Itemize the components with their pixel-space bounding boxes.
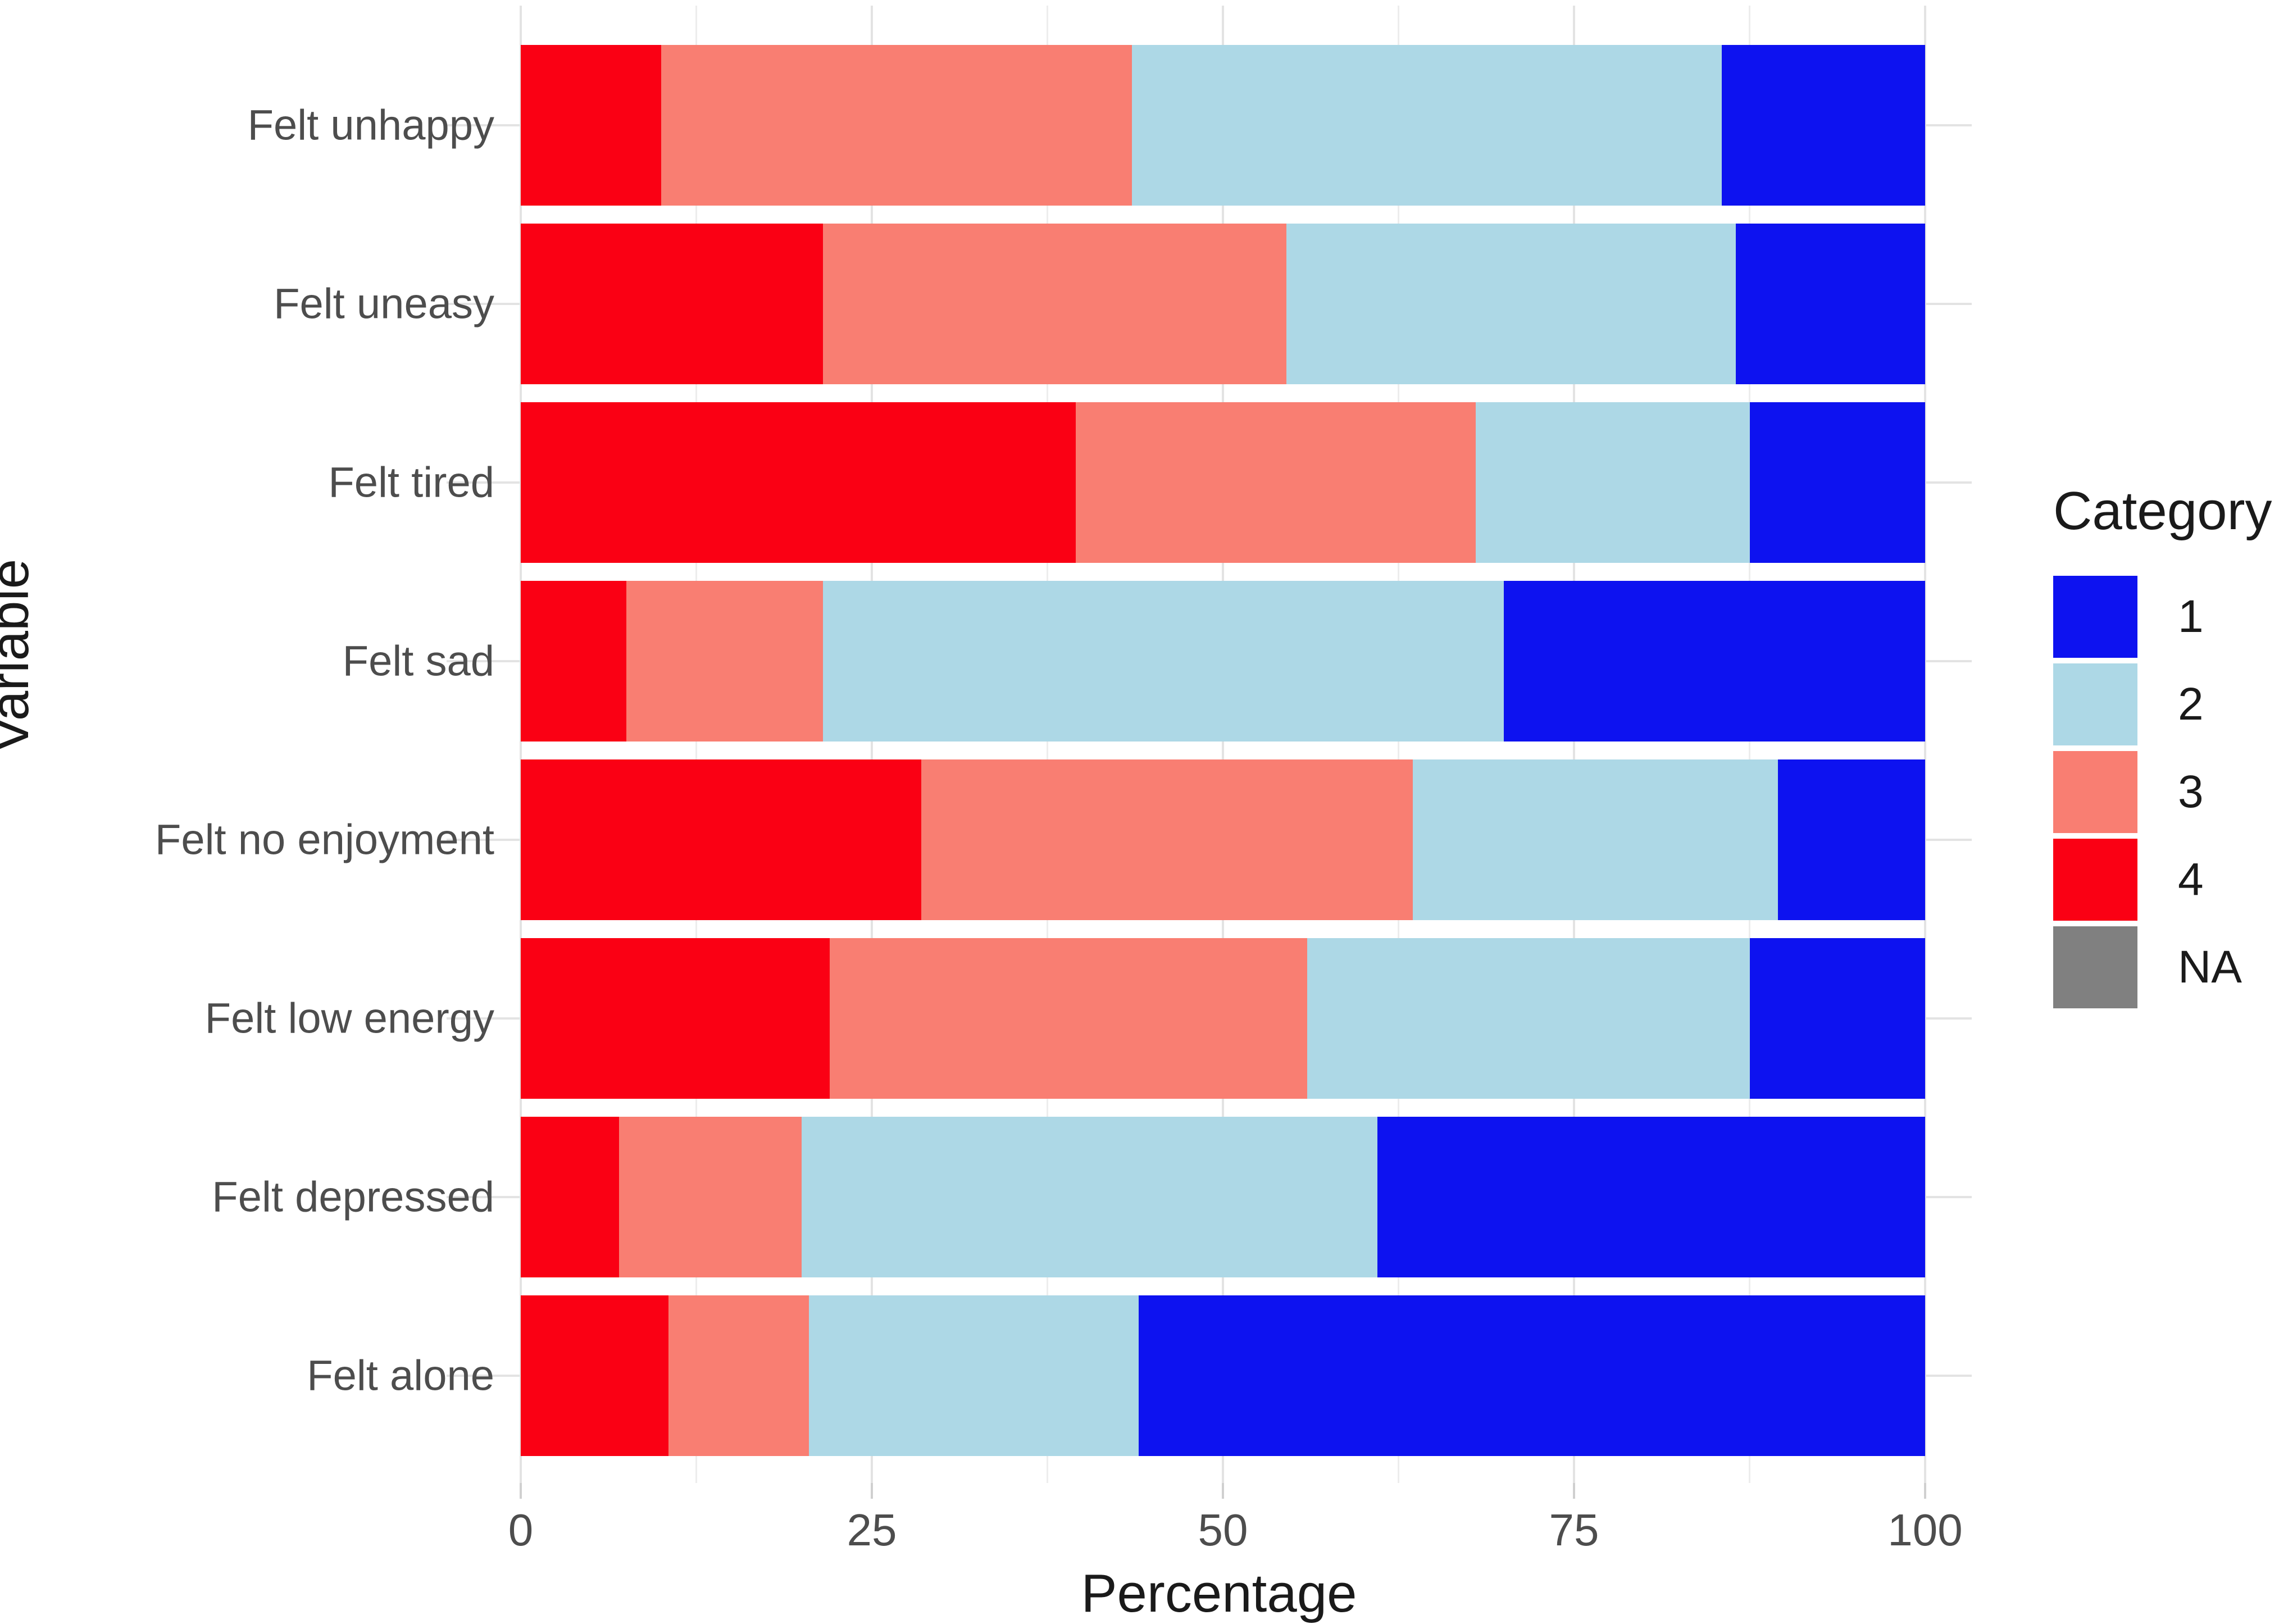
bar-segment-category-1 xyxy=(1749,938,1925,1099)
major-vertical-gridline xyxy=(1222,6,1224,1483)
legend-entries: 1 2 3 4 NA xyxy=(2053,576,2272,1014)
bar-segment-category-3 xyxy=(626,581,823,742)
bar-segment-category-3 xyxy=(661,45,1132,206)
legend-entry-label: 1 xyxy=(2178,591,2204,642)
bar-segment-category-3 xyxy=(921,759,1413,920)
y-axis-label: Felt depressed xyxy=(212,1173,494,1221)
minor-vertical-gridline xyxy=(695,6,697,1483)
legend-entry: 1 xyxy=(2053,576,2272,658)
bar-segment-category-4 xyxy=(521,224,823,384)
y-axis-label: Felt tired xyxy=(328,458,494,507)
bar-segment-category-1 xyxy=(1777,759,1925,920)
legend-swatch xyxy=(2053,926,2137,1008)
bar-segment-category-2 xyxy=(802,1117,1377,1277)
bar-segment-category-4 xyxy=(521,581,626,742)
legend-swatch xyxy=(2053,751,2137,833)
x-axis-tick-mark xyxy=(1924,1483,1926,1499)
y-axis-label: Felt uneasy xyxy=(274,280,494,328)
legend-swatch xyxy=(2053,839,2137,921)
bar-segment-category-2 xyxy=(808,1295,1139,1456)
major-vertical-gridline xyxy=(1924,6,1926,1483)
y-axis-label: Felt alone xyxy=(307,1352,494,1400)
x-axis-tick-mark xyxy=(520,1483,522,1499)
bar-segment-category-1 xyxy=(1721,45,1925,206)
bar-segment-category-3 xyxy=(668,1295,809,1456)
legend-entry-label: 2 xyxy=(2178,679,2204,730)
bar-segment-category-3 xyxy=(1075,402,1476,563)
bar-segment-category-4 xyxy=(521,45,661,206)
legend-entry-label: NA xyxy=(2178,941,2242,993)
bar-row xyxy=(521,1295,1925,1456)
x-axis-tick-label: 0 xyxy=(508,1505,534,1555)
major-vertical-gridline xyxy=(871,6,873,1483)
bar-row xyxy=(521,402,1925,563)
bar-segment-category-1 xyxy=(1139,1295,1925,1456)
minor-vertical-gridline xyxy=(1046,6,1048,1483)
bar-row xyxy=(521,759,1925,920)
bar-row xyxy=(521,938,1925,1099)
major-vertical-gridline xyxy=(520,6,522,1483)
legend: Category 1 2 3 4 NA xyxy=(2053,480,2272,1014)
bar-segment-category-1 xyxy=(1504,581,1925,742)
bar-row xyxy=(521,45,1925,206)
bar-segment-category-4 xyxy=(521,1295,668,1456)
bar-segment-category-2 xyxy=(1412,759,1778,920)
bar-row xyxy=(521,1117,1925,1277)
bar-segment-category-2 xyxy=(1286,224,1736,384)
legend-entry-label: 4 xyxy=(2178,854,2204,905)
bar-segment-category-1 xyxy=(1735,224,1925,384)
minor-vertical-gridline xyxy=(1748,6,1750,1483)
legend-entry-label: 3 xyxy=(2178,766,2204,817)
bar-segment-category-3 xyxy=(822,224,1286,384)
bar-segment-category-3 xyxy=(830,938,1307,1099)
minor-vertical-gridline xyxy=(1397,6,1399,1483)
y-axis-label: Felt no enjoyment xyxy=(154,816,494,864)
x-axis-tick-mark xyxy=(1573,1483,1575,1499)
legend-swatch xyxy=(2053,663,2137,745)
legend-entry: 4 xyxy=(2053,839,2272,921)
legend-title: Category xyxy=(2053,481,2272,541)
bar-segment-category-1 xyxy=(1749,402,1925,563)
y-axis-label: Felt unhappy xyxy=(247,101,494,149)
x-axis-tick-label: 50 xyxy=(1198,1505,1248,1555)
bar-segment-category-4 xyxy=(521,938,830,1099)
bar-segment-category-2 xyxy=(1307,938,1750,1099)
legend-swatch xyxy=(2053,576,2137,658)
x-axis-tick-mark xyxy=(1222,1483,1224,1499)
bar-segment-category-2 xyxy=(1131,45,1722,206)
x-axis-tick-label: 100 xyxy=(1887,1505,1963,1555)
bar-row xyxy=(521,581,1925,742)
legend-entry: NA xyxy=(2053,926,2272,1008)
bar-segment-category-4 xyxy=(521,759,921,920)
bar-segment-category-3 xyxy=(619,1117,802,1277)
bar-segment-category-2 xyxy=(1476,402,1750,563)
x-axis-tick-label: 25 xyxy=(847,1505,897,1555)
bar-segment-category-1 xyxy=(1377,1117,1925,1277)
y-axis-label: Felt low energy xyxy=(204,994,494,1043)
y-axis-title: Variable xyxy=(0,558,40,753)
bar-row xyxy=(521,224,1925,384)
bar-segment-category-4 xyxy=(521,402,1076,563)
x-axis-title: Percentage xyxy=(1081,1563,1357,1623)
x-axis-tick-mark xyxy=(871,1483,873,1499)
bar-segment-category-2 xyxy=(822,581,1504,742)
legend-entry: 3 xyxy=(2053,751,2272,833)
x-axis-tick-label: 75 xyxy=(1549,1505,1599,1555)
y-axis-label: Felt sad xyxy=(342,637,494,685)
legend-entry: 2 xyxy=(2053,663,2272,745)
major-vertical-gridline xyxy=(1573,6,1575,1483)
bar-segment-category-4 xyxy=(521,1117,619,1277)
